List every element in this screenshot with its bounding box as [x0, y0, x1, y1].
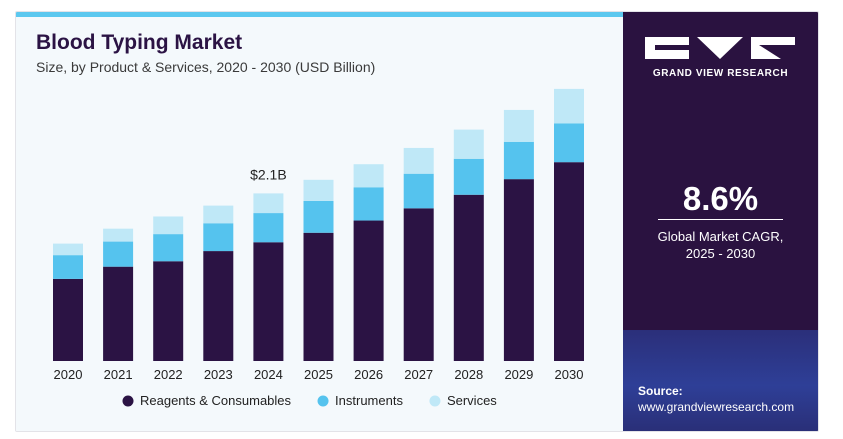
- cagr-label: Global Market CAGR, 2025 - 2030: [623, 228, 818, 262]
- legend-label: Reagents & Consumables: [140, 393, 292, 408]
- x-tick-label: 2029: [504, 367, 533, 382]
- cagr-label-line2: 2025 - 2030: [685, 246, 756, 261]
- bar-2027-series-2: [403, 147, 434, 174]
- legend-label: Services: [447, 393, 497, 408]
- bar-2030-series-2: [554, 88, 584, 124]
- x-tick-label: 2020: [54, 367, 83, 382]
- bar-2020-series-0: [53, 278, 83, 361]
- bar-2028-series-1: [453, 158, 484, 195]
- bar-2027-series-1: [403, 173, 434, 209]
- bar-2030-series-1: [554, 123, 584, 163]
- bar-2023-series-0: [203, 251, 234, 361]
- bar-2029-series-2: [503, 109, 534, 142]
- x-tick-label: 2026: [354, 367, 383, 382]
- bar-2020-series-1: [53, 255, 83, 279]
- bar-2026-series-1: [353, 187, 384, 221]
- bar-2024-series-2: [253, 193, 284, 214]
- x-tick-label: 2024: [254, 367, 283, 382]
- bar-2023-series-1: [203, 223, 234, 252]
- bar-2028-series-2: [453, 129, 484, 159]
- x-tick-label: 2030: [555, 367, 584, 382]
- chart-title: Blood Typing Market: [36, 31, 243, 54]
- chart-subtitle: Size, by Product & Services, 2020 - 2030…: [36, 59, 376, 75]
- bar-2026-series-0: [353, 220, 384, 361]
- bar-2022-series-1: [153, 234, 184, 262]
- x-tick-label: 2025: [304, 367, 333, 382]
- legend-marker: [122, 395, 134, 407]
- grand-view-research-logo: [645, 37, 795, 59]
- x-tick-label: 2022: [154, 367, 183, 382]
- bar-2025-series-2: [303, 179, 334, 201]
- x-tick-label: 2028: [454, 367, 483, 382]
- bar-2022-series-2: [153, 216, 184, 235]
- bar-2025-series-1: [303, 200, 334, 233]
- info-panel: GRAND VIEW RESEARCH 8.6% Global Market C…: [623, 12, 818, 431]
- source-label: Source:: [638, 384, 683, 398]
- bar-2024-series-1: [253, 213, 284, 243]
- bar-2029-series-1: [503, 141, 534, 180]
- cagr-label-line1: Global Market CAGR,: [657, 229, 784, 244]
- bar-2030-series-0: [554, 162, 584, 361]
- brand-name: GRAND VIEW RESEARCH: [652, 68, 789, 79]
- cagr-divider: [658, 219, 783, 220]
- accent-bar: [16, 12, 623, 17]
- bar-2024-series-0: [253, 242, 284, 361]
- x-tick-label: 2027: [404, 367, 433, 382]
- data-label: $2.1B: [250, 166, 287, 182]
- bar-2028-series-0: [453, 194, 484, 361]
- chart-card: Blood Typing Market Size, by Product & S…: [15, 11, 819, 432]
- bar-2022-series-0: [153, 261, 184, 361]
- cagr-value: 8.6%: [682, 180, 759, 217]
- bar-2021-series-2: [103, 228, 134, 242]
- source-link[interactable]: www.grandviewresearch.com: [638, 400, 795, 414]
- bar-2025-series-0: [303, 232, 334, 361]
- legend-marker: [317, 395, 329, 407]
- x-tick-label: 2023: [204, 367, 233, 382]
- source-panel: [623, 330, 818, 431]
- bar-2023-series-2: [203, 205, 234, 224]
- bar-2029-series-0: [503, 179, 534, 361]
- bar-2020-series-2: [53, 243, 83, 256]
- bar-chart: 2020 2021 2022 2023 2024 $2.1B 2025 2026 2027 202…: [53, 88, 584, 408]
- bar-2021-series-1: [103, 241, 134, 267]
- bar-2027-series-0: [403, 208, 434, 361]
- legend-marker: [429, 395, 441, 407]
- legend-label: Instruments: [335, 393, 403, 408]
- bar-2026-series-2: [353, 164, 384, 188]
- x-tick-label: 2021: [104, 367, 133, 382]
- bar-2021-series-0: [103, 266, 134, 361]
